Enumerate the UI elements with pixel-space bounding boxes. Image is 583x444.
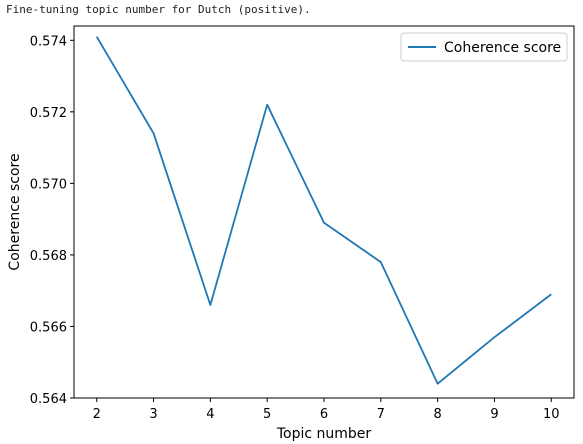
- x-tick-label: 2: [93, 407, 101, 422]
- legend-label: Coherence score: [444, 40, 561, 56]
- y-tick-label: 0.570: [30, 177, 67, 192]
- x-axis-ticks: 2 3 4 5 6 7 8 9 10: [93, 398, 560, 422]
- legend: Coherence score: [400, 32, 568, 62]
- x-tick-label: 7: [377, 407, 385, 422]
- y-axis-ticks: 0.564 0.566 0.568 0.570 0.572 0.574: [30, 34, 74, 407]
- chart-caption: Fine-tuning topic number for Dutch (posi…: [6, 3, 311, 16]
- y-tick-label: 0.574: [30, 34, 67, 49]
- plot-area: 2 3 4 5 6 7 8 9 10 0.564 0.566 0.568 0.570 0.572 0.57…: [30, 25, 575, 422]
- y-tick-label: 0.568: [30, 249, 67, 264]
- x-tick-label: 9: [490, 407, 498, 422]
- series-layer: [95, 36, 552, 385]
- legend-box: [400, 32, 568, 62]
- y-tick-label: 0.564: [30, 392, 67, 407]
- x-tick-label: 6: [320, 407, 328, 422]
- x-tick-label: 5: [263, 407, 271, 422]
- x-tick-label: 10: [543, 407, 560, 422]
- x-tick-label: 4: [206, 407, 214, 422]
- axes-frame: [73, 25, 575, 399]
- x-tick-label: 3: [149, 407, 157, 422]
- y-axis-label: Coherence score: [7, 153, 23, 270]
- y-tick-label: 0.566: [30, 320, 67, 335]
- series-line: [95, 36, 552, 385]
- x-tick-label: 8: [433, 407, 441, 422]
- x-axis-label: Topic number: [276, 426, 372, 442]
- y-tick-label: 0.572: [30, 106, 67, 121]
